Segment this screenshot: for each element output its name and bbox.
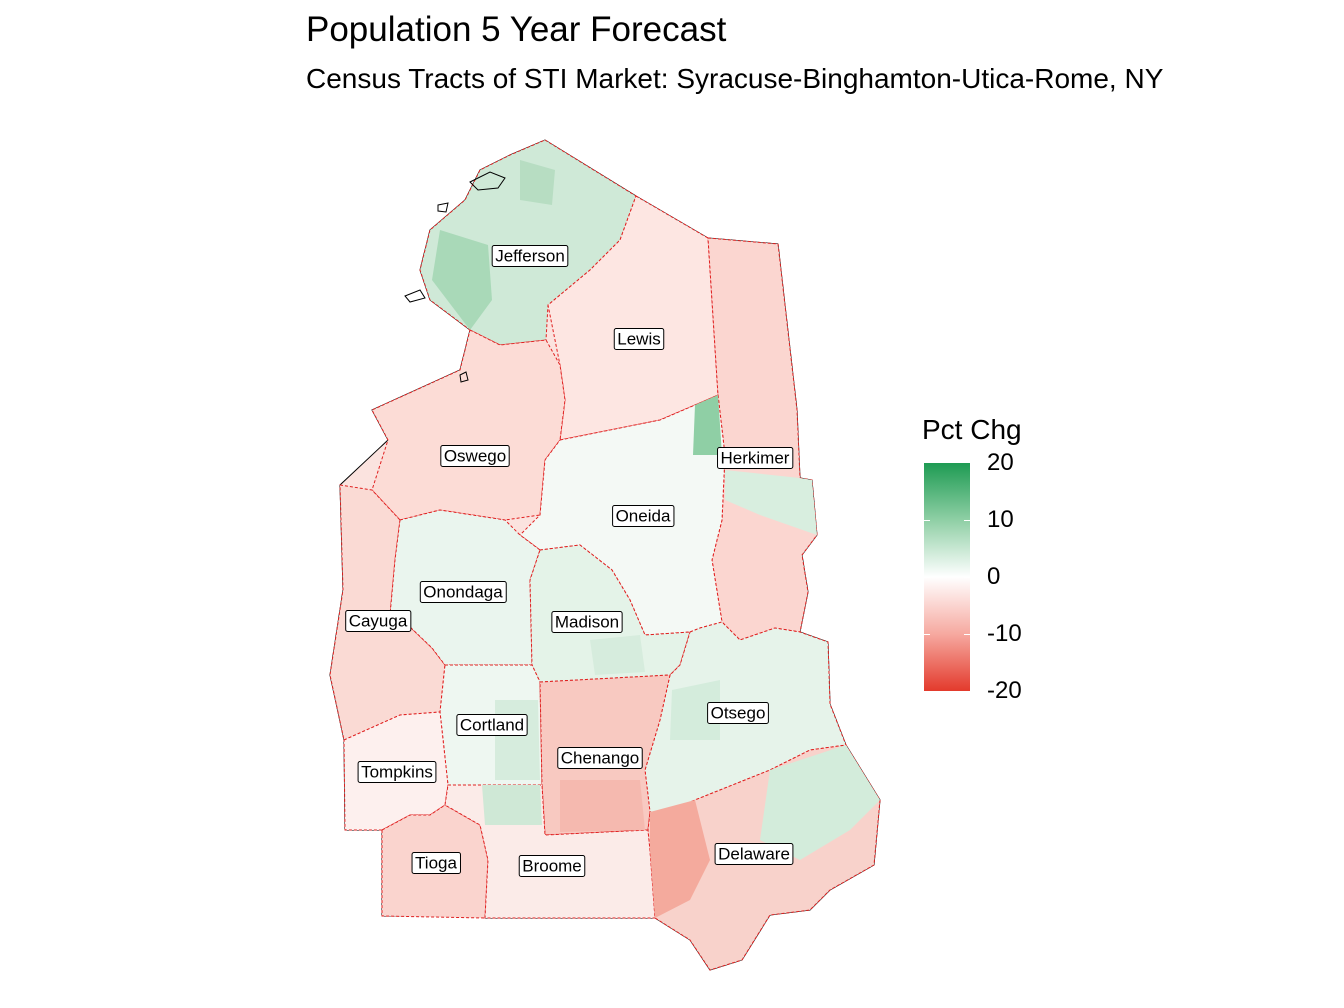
legend-tickmark-right-0 <box>964 577 970 578</box>
county-label-herkimer: Herkimer <box>717 447 794 469</box>
legend-tick-neg10: -10 <box>987 620 1022 647</box>
county-label-lewis: Lewis <box>613 328 665 350</box>
county-label-text: Cortland <box>460 716 524 735</box>
legend-tickmark-left-0 <box>924 577 930 578</box>
tract-delaware-west <box>650 800 710 918</box>
county-label-tioga: Tioga <box>411 852 461 874</box>
county-label-text: Delaware <box>718 845 790 864</box>
legend-colorbar <box>924 463 970 691</box>
county-label-box <box>411 852 461 874</box>
county-label-box <box>456 714 528 736</box>
county-label-box <box>613 328 665 350</box>
county-label-chenango: Chenango <box>557 747 643 769</box>
county-label-delaware: Delaware <box>714 843 794 865</box>
tract-delaware-east <box>760 745 880 860</box>
county-label-box <box>612 505 675 527</box>
island-4 <box>459 371 469 383</box>
county-label-box <box>551 611 623 633</box>
county-label-madison: Madison <box>551 611 623 633</box>
tract-madison-east <box>590 635 645 675</box>
islands <box>404 171 506 383</box>
legend-tick-neg20: -20 <box>987 677 1022 704</box>
county-label-box <box>440 445 510 467</box>
county-label-box <box>419 581 507 603</box>
county-oswego[interactable] <box>371 329 566 521</box>
county-label-tompkins: Tompkins <box>357 761 437 783</box>
county-label-text: Jefferson <box>495 247 565 266</box>
county-label-box <box>557 747 643 769</box>
county-label-text: Tompkins <box>361 763 433 782</box>
tract-herkimer-east <box>725 470 817 535</box>
county-label-broome: Broome <box>518 855 586 877</box>
tract-cortland-east <box>495 700 540 780</box>
chart-title: Population 5 Year Forecast <box>306 10 727 49</box>
tract-jefferson-north <box>520 160 555 205</box>
county-label-box <box>357 761 437 783</box>
county-label-text: Broome <box>522 857 582 876</box>
legend-tickmark-left-neg10 <box>924 634 930 635</box>
tract-jefferson-coast <box>432 230 492 330</box>
legend-tickmark-left-10 <box>924 520 930 521</box>
county-label-text: Lewis <box>617 330 660 349</box>
county-label-text: Madison <box>555 613 619 632</box>
county-label-box <box>717 447 794 469</box>
county-label-jefferson: Jefferson <box>491 245 569 267</box>
county-label-text: Onondaga <box>423 583 503 602</box>
county-label-text: Cayuga <box>349 612 408 631</box>
county-label-oswego: Oswego <box>440 445 510 467</box>
tract-otsego-west <box>670 680 720 740</box>
tract-chenango-south <box>560 780 645 832</box>
county-label-text: Tioga <box>415 854 457 873</box>
county-label-box <box>714 843 794 865</box>
island-3 <box>437 202 449 213</box>
legend-tickmark-right-10 <box>964 520 970 521</box>
county-label-otsego: Otsego <box>707 702 769 724</box>
county-label-cortland: Cortland <box>456 714 528 736</box>
legend-title: Pct Chg <box>922 414 1022 445</box>
county-label-onondaga: Onondaga <box>419 581 507 603</box>
county-label-text: Oswego <box>444 447 506 466</box>
tract-broome-north <box>482 785 542 825</box>
legend-tick-0: 0 <box>987 563 1001 590</box>
county-label-text: Herkimer <box>721 449 790 468</box>
chart-subtitle: Census Tracts of STI Market: Syracuse-Bi… <box>306 63 1164 94</box>
county-herkimer[interactable] <box>707 237 818 641</box>
county-label-text: Chenango <box>561 749 639 768</box>
county-label-box <box>518 855 586 877</box>
tract-herkimer-north <box>693 395 722 455</box>
island-1 <box>469 171 506 191</box>
island-2 <box>404 289 426 303</box>
county-label-cayuga: Cayuga <box>345 610 412 632</box>
county-label-box <box>707 702 769 724</box>
county-label-text: Otsego <box>711 704 766 723</box>
county-label-text: Oneida <box>616 507 671 526</box>
legend-tick-20: 20 <box>987 449 1014 476</box>
county-label-box <box>345 610 412 632</box>
legend-tick-10: 10 <box>987 506 1014 533</box>
legend-tickmark-right-neg10 <box>964 634 970 635</box>
tract-accents <box>432 160 880 918</box>
county-label-box <box>491 245 569 267</box>
county-label-oneida: Oneida <box>612 505 675 527</box>
